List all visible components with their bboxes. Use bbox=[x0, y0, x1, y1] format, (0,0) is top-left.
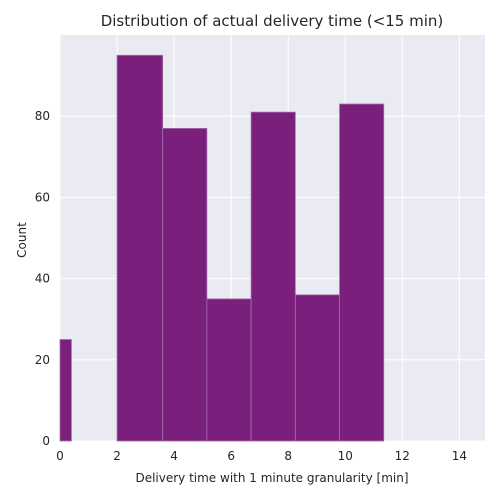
x-tick-label: 0 bbox=[56, 449, 64, 463]
x-axis-ticks: 0 2 4 6 8 10 12 14 bbox=[56, 449, 467, 463]
y-tick-label: 80 bbox=[35, 109, 50, 123]
histogram-bar-1 bbox=[116, 54, 164, 442]
chart-title: Distribution of actual delivery time (<1… bbox=[101, 12, 444, 30]
x-tick-label: 2 bbox=[113, 449, 121, 463]
x-axis-label: Delivery time with 1 minute granularity … bbox=[135, 471, 408, 485]
histogram-bar-2 bbox=[162, 127, 208, 442]
histogram-bar-6 bbox=[339, 103, 385, 442]
y-tick-label: 40 bbox=[35, 272, 50, 286]
y-axis-label: Count bbox=[15, 222, 29, 258]
x-tick-label: 10 bbox=[338, 449, 353, 463]
x-tick-label: 4 bbox=[170, 449, 178, 463]
bars bbox=[59, 54, 385, 442]
histogram-bar-0 bbox=[59, 339, 72, 442]
x-tick-label: 6 bbox=[227, 449, 235, 463]
y-tick-label: 60 bbox=[35, 190, 50, 204]
histogram-bar-5 bbox=[294, 294, 340, 442]
y-tick-label: 20 bbox=[35, 353, 50, 367]
x-tick-label: 12 bbox=[395, 449, 410, 463]
y-axis-ticks: 0 20 40 60 80 bbox=[35, 109, 50, 448]
x-tick-label: 14 bbox=[452, 449, 467, 463]
histogram-bar-4 bbox=[250, 111, 296, 442]
y-tick-label: 0 bbox=[42, 434, 50, 448]
histogram-bar-3 bbox=[206, 298, 252, 442]
x-tick-label: 8 bbox=[284, 449, 292, 463]
